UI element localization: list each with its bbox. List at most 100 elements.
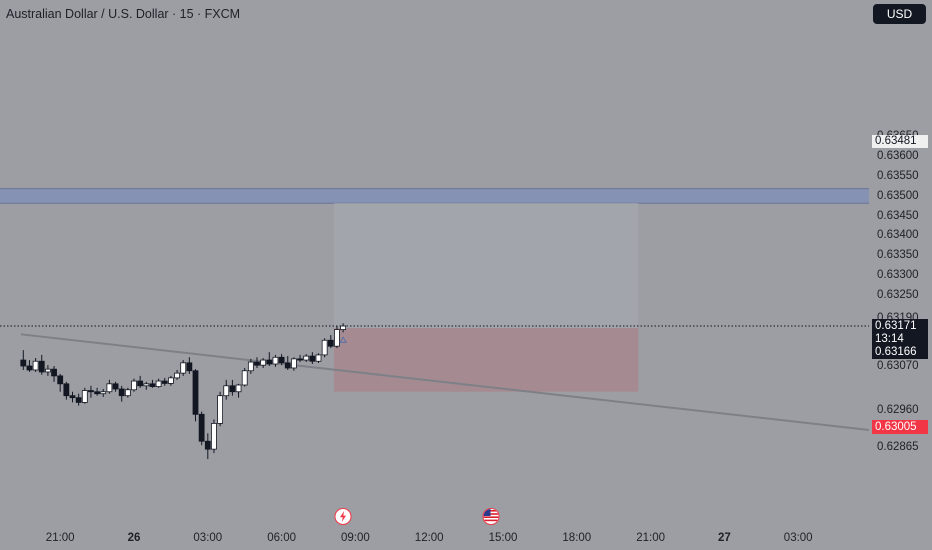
time-tick: 26 [127,532,141,544]
candle-body-up [235,384,242,393]
price-tick: 0.63600 [877,150,919,163]
candle [137,375,144,388]
time-tick: 03:00 [193,532,223,544]
candle-body-down [149,383,156,387]
time-tick: 12:00 [414,532,444,544]
currency-button[interactable]: USD [873,4,926,24]
price-tick: 0.63450 [877,209,919,222]
candle [112,381,119,392]
candle-body-down [284,362,291,369]
candle-body-down [26,365,33,371]
candle-body-down [266,359,273,365]
candle-body-down [69,395,76,399]
candle [254,357,260,368]
price-axis-background[interactable] [869,0,932,550]
candle-body-down [198,413,205,442]
candle [278,354,285,366]
candle-body-down [94,391,100,395]
candle-body-down [38,360,45,373]
candle-body-down [112,383,119,390]
candle [340,323,347,333]
candle [192,369,199,422]
candle-body-down [229,385,236,393]
candle [260,358,267,368]
candle [63,381,70,400]
candle-body-up [45,368,51,373]
lightning-bolt-icon[interactable] [334,508,352,525]
candle [290,357,297,371]
candle [186,357,193,374]
candle-body-up [106,383,113,393]
candle [272,354,279,367]
candle [198,411,205,446]
time-tick: 09:00 [341,532,370,544]
candle-body-down [63,383,70,397]
time-tick: 21:00 [45,532,75,544]
candle-body-down [20,359,27,367]
candle-body-up [100,391,107,395]
candle [229,379,236,396]
price-tick: 0.63250 [877,288,919,301]
last-price-label: 0.63171 [875,320,917,332]
candle [124,387,131,398]
entry-price-label: 0.63166 [872,346,928,359]
time-tick: 27 [717,532,731,544]
candle-body-up [81,390,88,403]
price-tick: 0.63550 [877,169,919,182]
candle-body-up [290,358,297,369]
candle [20,350,27,370]
symbol-title[interactable]: Australian Dollar / U.S. Dollar · 15 · F… [6,7,241,21]
candle [321,338,328,358]
candle [266,352,273,366]
candle-body-up [272,356,279,365]
candle [131,378,137,392]
price-tick: 0.63300 [877,268,919,281]
candle [26,360,33,372]
lines-layer [0,325,932,439]
candle-body-down [204,440,211,450]
candle [81,387,88,404]
price-tick: 0.63500 [877,189,919,202]
candle-body-down [297,358,303,361]
stop-zone [333,327,639,392]
candle [45,365,51,376]
target-zone [333,203,639,328]
candle [57,373,64,392]
candle-body-down [88,390,94,393]
candle-body-up [241,370,248,386]
candle [309,352,316,365]
candle-body-down [161,380,168,384]
candle [100,388,107,397]
price-tick: 0.63400 [877,229,919,242]
candle [69,391,76,403]
candle [211,419,217,454]
candle [334,325,340,349]
candle [167,375,174,386]
candle-body-down [186,362,193,372]
countdown-label: 13:14 [875,333,904,345]
supply-zone [0,188,869,204]
time-tick: 06:00 [267,532,296,544]
candle-body-down [75,397,82,403]
candle [235,383,242,398]
us-flag-icon[interactable] [482,508,500,525]
candle [51,365,57,382]
candle-body-up [124,389,131,397]
candle [88,385,94,398]
candle-body-down [51,368,57,377]
us-flag-glyph [483,509,499,524]
trendline [20,333,932,439]
candle-body-up [334,329,340,347]
time-tick: 18:00 [562,532,592,544]
candle-body-up [217,395,224,424]
candle [223,379,230,400]
candle [217,391,224,427]
candle-body-down [192,370,199,415]
candle-body-down [57,375,64,385]
candle [284,356,291,370]
candle [94,387,100,396]
candle-body-up [211,423,217,450]
candle-body-up [167,377,174,384]
